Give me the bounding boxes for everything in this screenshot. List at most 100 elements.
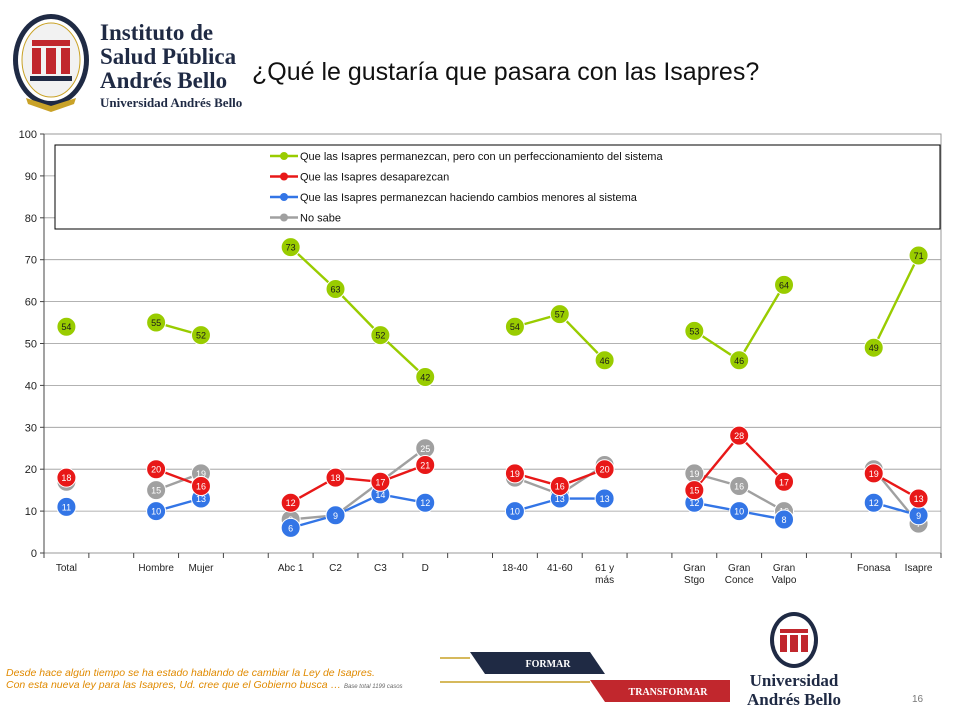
data-label: 49	[869, 343, 879, 353]
x-tick-label: Mujer	[188, 563, 214, 574]
data-point	[190, 325, 211, 346]
data-point	[146, 501, 167, 522]
footer-note: Desde hace algún tiempo se ha estado hab…	[6, 667, 403, 693]
data-point	[504, 316, 525, 337]
logo-line-4: Universidad Andrés Bello	[100, 95, 242, 110]
x-tick-label: Gran Stgo	[683, 563, 705, 586]
chart-legend: Que las Isapres permanezcan, pero con un…	[54, 144, 941, 230]
data-label: 52	[196, 331, 206, 341]
formar-band	[470, 652, 605, 674]
data-point	[56, 316, 77, 337]
y-tick-label: 90	[25, 171, 37, 183]
data-label: 19	[196, 469, 206, 479]
legend-swatch-marker	[280, 213, 288, 222]
legend-label: Que las Isapres permanezcan, pero con un…	[300, 151, 663, 163]
data-point	[863, 337, 884, 358]
data-point	[325, 467, 346, 488]
chart-plot-area: 1715198917251814211916102071110136914121…	[56, 237, 929, 538]
legend-label: Que las Isapres permanezcan haciendo cam…	[300, 192, 638, 204]
data-label: 17	[375, 477, 385, 487]
data-label: 10	[151, 507, 161, 517]
data-point	[415, 367, 436, 388]
transformar-band	[590, 680, 730, 702]
data-label: 14	[375, 490, 385, 500]
y-tick-label: 30	[25, 422, 37, 434]
university-logo: Universidad Andrés Bello	[747, 612, 841, 709]
y-tick-label: 0	[31, 548, 37, 560]
data-label: 57	[555, 310, 565, 320]
data-label: 55	[151, 318, 161, 328]
data-label: 16	[555, 481, 565, 491]
banner-transformar-label: TRANSFORMAR	[629, 687, 709, 698]
legend-label: No sabe	[300, 213, 341, 225]
data-point	[504, 501, 525, 522]
series-line	[872, 254, 920, 349]
data-point	[594, 488, 615, 509]
x-tick-label: C3	[374, 563, 387, 574]
legend-label: Que las Isapres desaparezcan	[300, 172, 449, 184]
data-label: 63	[331, 285, 341, 295]
data-point	[146, 312, 167, 333]
series-line	[290, 463, 426, 504]
data-label: 53	[689, 326, 699, 336]
data-label: 9	[916, 511, 921, 521]
logo-line-2: Salud Pública	[100, 44, 237, 69]
institute-logo: Instituto de Salud Pública Andrés Bello …	[13, 14, 242, 112]
university-logo-line-1: Universidad	[750, 671, 839, 690]
x-tick-label: Gran Valpo	[772, 563, 797, 586]
data-point	[280, 237, 301, 258]
x-tick-label: 41-60	[547, 563, 573, 574]
legend-swatch-marker	[280, 152, 288, 160]
data-label: 10	[510, 507, 520, 517]
series-line	[693, 284, 786, 362]
data-label: 25	[420, 444, 430, 454]
data-point	[370, 471, 391, 492]
data-point	[415, 455, 436, 476]
x-tick-label: D	[422, 563, 429, 574]
footer-note-line-1: Desde hace algún tiempo se ha estado hab…	[6, 667, 375, 679]
banner-formar-label: FORMAR	[526, 659, 572, 670]
x-tick-label: Gran Conce	[725, 563, 754, 586]
data-label: 19	[689, 469, 699, 479]
data-point	[774, 274, 795, 295]
data-label: 64	[779, 280, 789, 290]
y-tick-label: 40	[25, 380, 37, 392]
line-chart: 0 10 20 30 40 50 60 70 80 90 100 Total Hombre Mujer Ab…	[19, 129, 942, 586]
data-label: 54	[510, 322, 520, 332]
data-point	[594, 350, 615, 371]
data-point	[190, 475, 211, 496]
logo-line-3: Andrés Bello	[100, 68, 227, 93]
data-label: 19	[869, 469, 879, 479]
data-label: 15	[689, 486, 699, 496]
x-tick-label: 61 y más	[595, 563, 614, 586]
y-tick-label: 10	[25, 506, 37, 518]
data-point	[729, 501, 750, 522]
data-label: 10	[734, 507, 744, 517]
footer-note-line-2: Con esta nueva ley para las Isapres, Ud.…	[6, 679, 342, 691]
data-label: 15	[151, 486, 161, 496]
data-point	[325, 505, 346, 526]
data-point	[415, 492, 436, 513]
data-point	[863, 492, 884, 513]
series-line	[290, 447, 426, 521]
legend-swatch-marker	[280, 172, 288, 181]
data-point	[146, 459, 167, 480]
data-point	[325, 279, 346, 300]
y-tick-label: 70	[25, 255, 37, 267]
shield-emblem	[13, 14, 89, 112]
data-point	[908, 488, 929, 509]
x-tick-label: Abc 1	[278, 563, 304, 574]
x-tick-label: Isapre	[905, 563, 933, 574]
data-point	[774, 509, 795, 530]
legend-box	[54, 144, 941, 230]
data-label: 20	[151, 465, 161, 475]
page-title: ¿Qué le gustaría que pasara con las Isap…	[252, 58, 760, 86]
data-label: 12	[689, 498, 699, 508]
chart-axes: 0 10 20 30 40 50 60 70 80 90 100 Total Hombre Mujer Ab…	[19, 129, 942, 586]
legend-swatch-marker	[280, 193, 288, 201]
data-point	[280, 517, 301, 538]
data-point	[684, 320, 705, 341]
university-logo-line-2: Andrés Bello	[747, 690, 841, 709]
data-point	[774, 471, 795, 492]
data-label: 13	[196, 494, 206, 504]
